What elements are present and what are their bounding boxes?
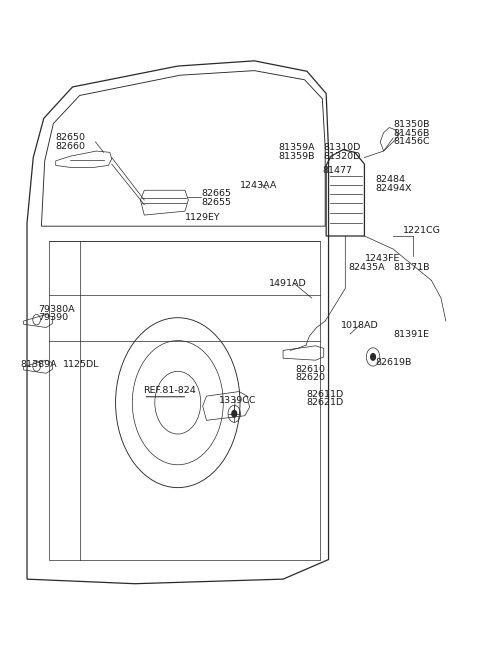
Text: 1125DL: 1125DL bbox=[63, 360, 99, 369]
Text: 81456C: 81456C bbox=[393, 138, 430, 146]
Text: 81320D: 81320D bbox=[324, 152, 361, 160]
Text: 82660: 82660 bbox=[56, 142, 86, 151]
Text: 82611D: 82611D bbox=[306, 390, 343, 399]
Text: 82494X: 82494X bbox=[375, 184, 411, 193]
Text: 82650: 82650 bbox=[56, 134, 86, 142]
Text: 1243AA: 1243AA bbox=[240, 181, 277, 189]
Text: 1243FE: 1243FE bbox=[365, 254, 401, 263]
Text: 81350B: 81350B bbox=[393, 121, 430, 130]
Text: 1129EY: 1129EY bbox=[185, 213, 221, 222]
Text: 82655: 82655 bbox=[202, 198, 232, 206]
Text: 81359B: 81359B bbox=[278, 152, 315, 160]
Text: 1339CC: 1339CC bbox=[218, 396, 256, 405]
Text: 82484: 82484 bbox=[375, 176, 405, 184]
Text: 81391E: 81391E bbox=[393, 329, 429, 339]
Text: 81477: 81477 bbox=[323, 166, 352, 175]
Text: 81389A: 81389A bbox=[21, 360, 58, 369]
Text: 79380A: 79380A bbox=[38, 305, 75, 314]
Text: 81456B: 81456B bbox=[393, 129, 430, 138]
Text: 81359A: 81359A bbox=[278, 143, 315, 152]
Circle shape bbox=[232, 411, 237, 417]
Text: 82435A: 82435A bbox=[348, 263, 385, 272]
Text: 1491AD: 1491AD bbox=[269, 278, 306, 288]
Circle shape bbox=[371, 354, 375, 360]
Text: 82610: 82610 bbox=[295, 365, 325, 374]
Text: 81371B: 81371B bbox=[393, 263, 430, 272]
Text: 79390: 79390 bbox=[38, 313, 68, 322]
Text: 82620: 82620 bbox=[295, 373, 325, 383]
Text: 1221CG: 1221CG bbox=[403, 226, 441, 235]
Text: 82665: 82665 bbox=[202, 189, 232, 198]
Text: 82621D: 82621D bbox=[306, 398, 343, 407]
Text: 81310D: 81310D bbox=[324, 143, 361, 152]
Text: 1018AD: 1018AD bbox=[340, 321, 378, 330]
Text: REF.81-824: REF.81-824 bbox=[144, 386, 196, 396]
Text: 82619B: 82619B bbox=[375, 358, 411, 367]
